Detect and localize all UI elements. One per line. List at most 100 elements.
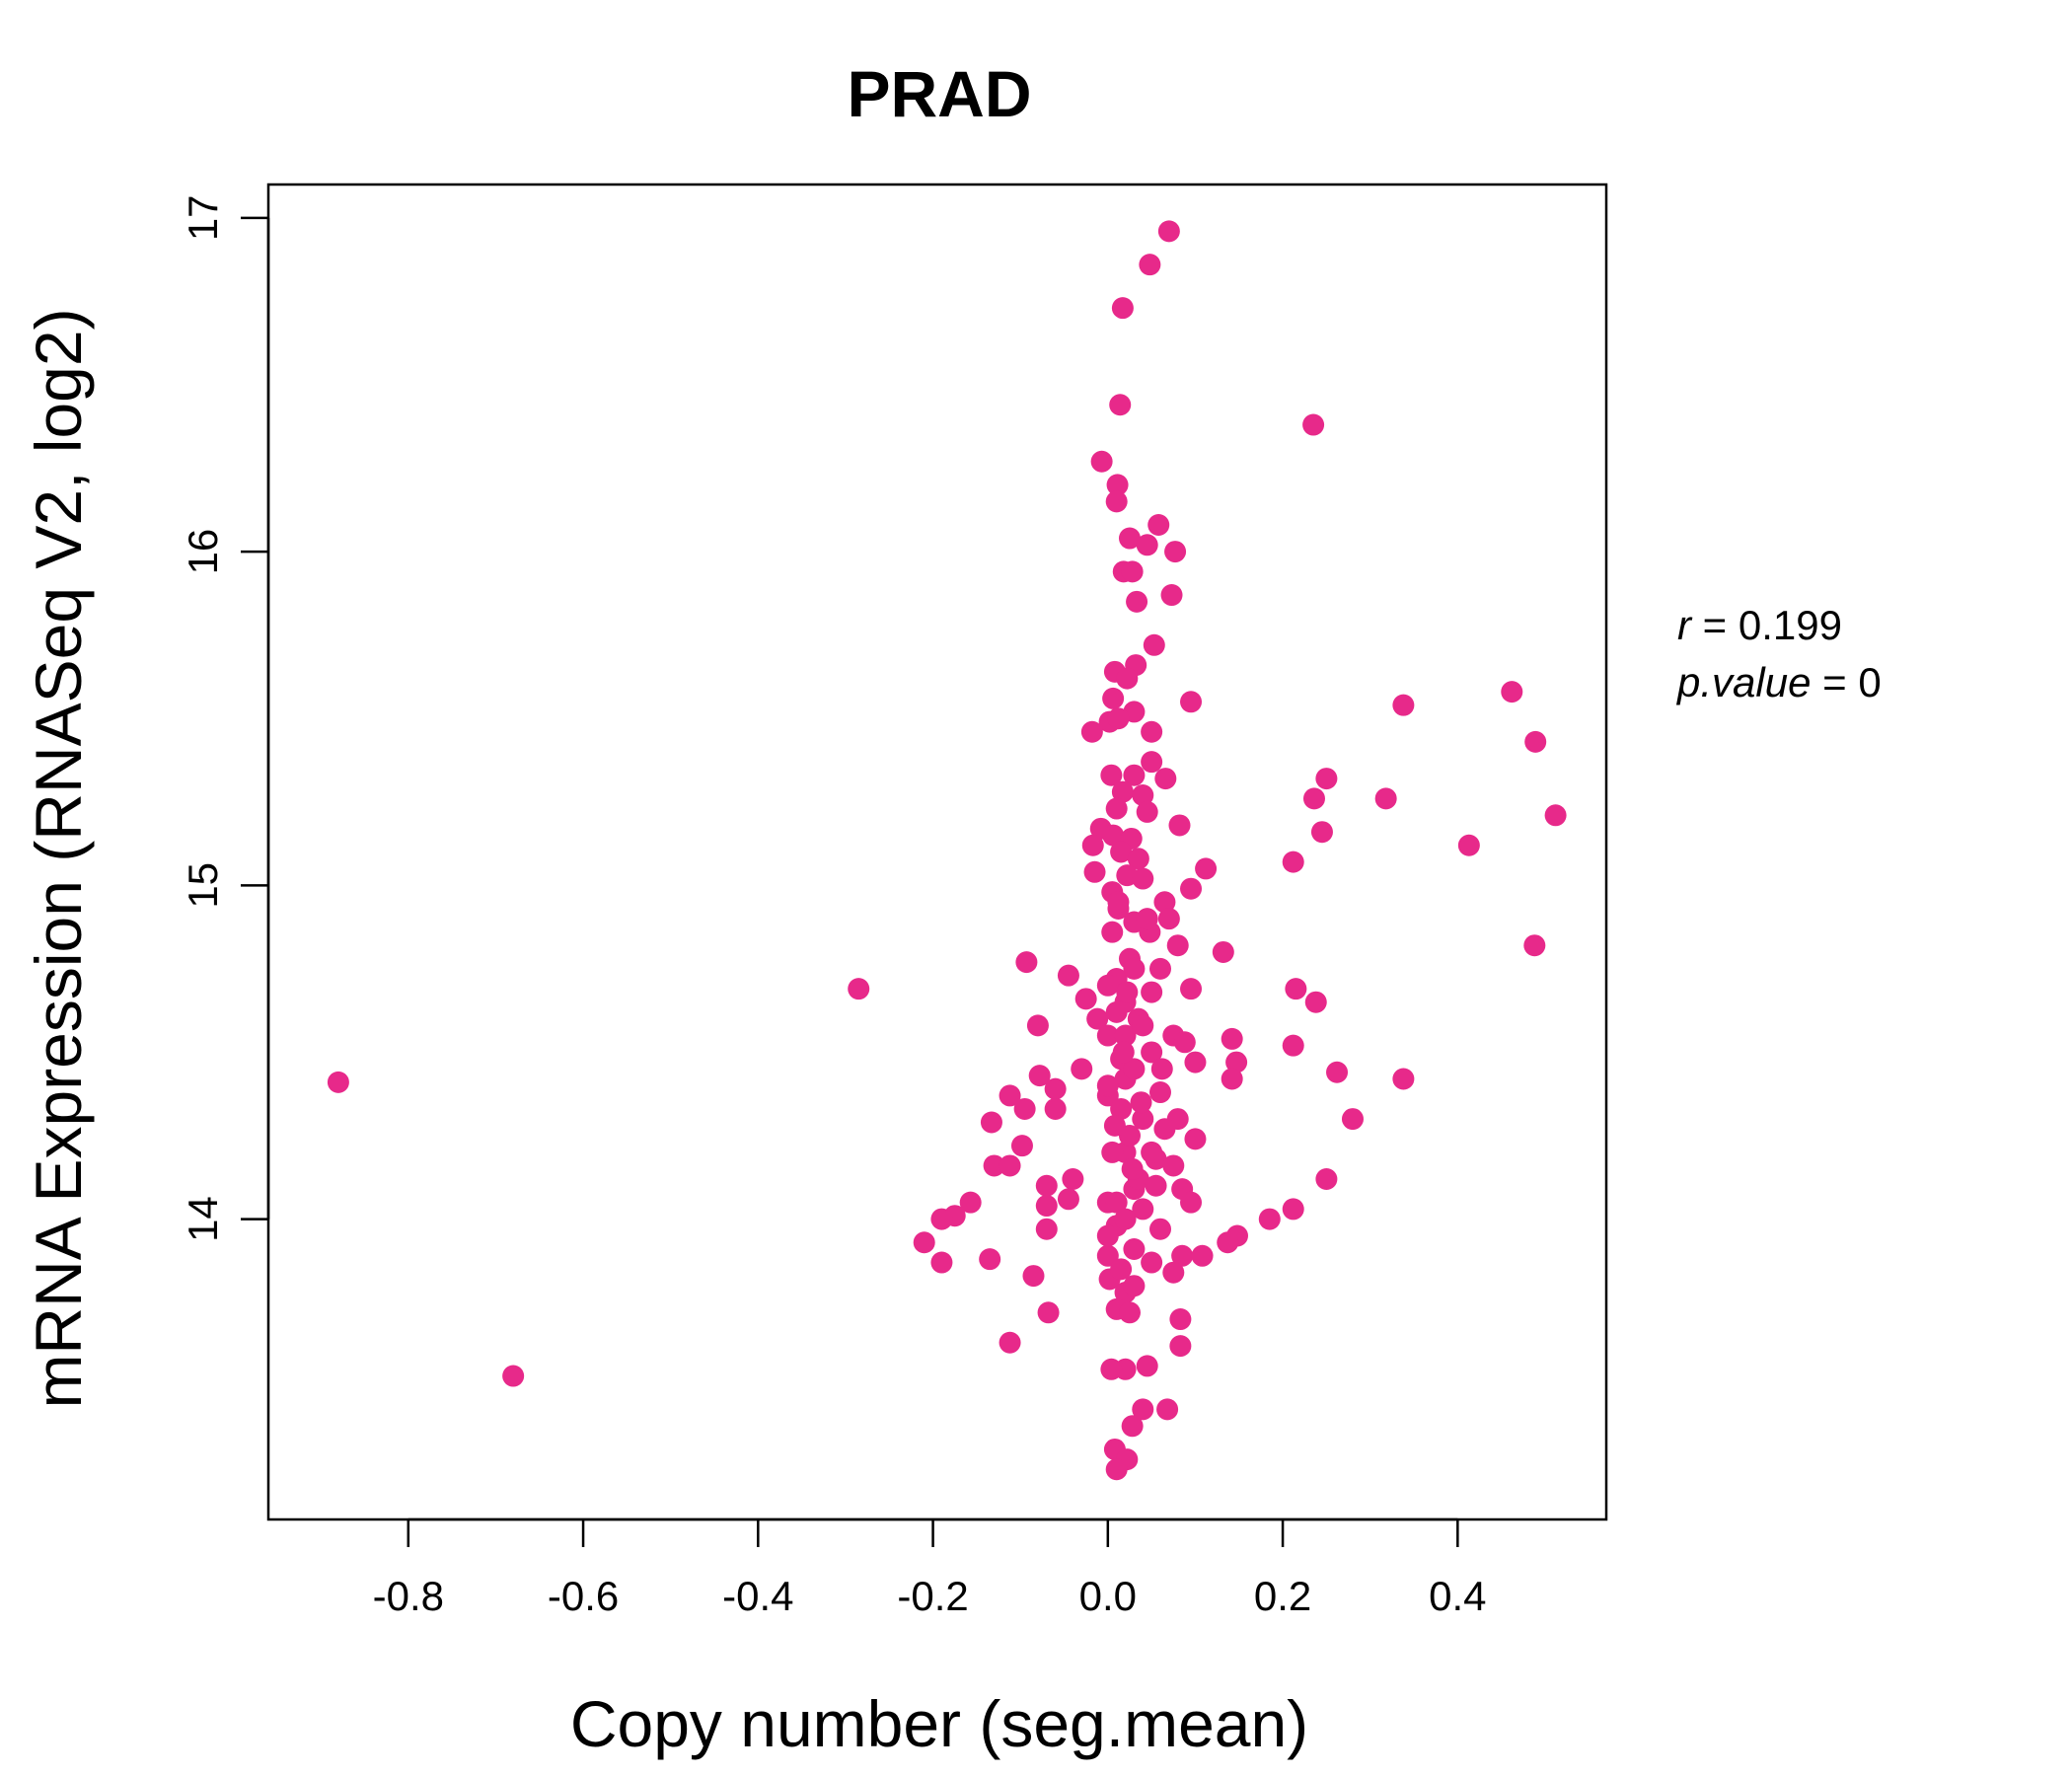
data-point (1071, 1058, 1093, 1080)
data-point (1180, 978, 1203, 1000)
data-point (1096, 1024, 1119, 1047)
data-point (1090, 450, 1113, 473)
data-point (1149, 957, 1171, 980)
x-tick-label: -0.2 (897, 1573, 968, 1619)
x-tick-label: 0.0 (1079, 1573, 1137, 1619)
data-point (1302, 413, 1325, 436)
data-point (1057, 1188, 1079, 1211)
data-point (1136, 534, 1158, 556)
data-point (1105, 490, 1128, 513)
data-point (1106, 474, 1129, 496)
data-point (1282, 851, 1304, 873)
data-point (1102, 824, 1125, 847)
data-point (983, 1154, 1005, 1177)
data-point (327, 1071, 349, 1093)
data-point (1026, 1014, 1049, 1037)
data-point (980, 1111, 1002, 1134)
data-point (979, 1248, 1001, 1271)
data-point (1100, 764, 1123, 786)
data-point (1132, 1198, 1154, 1221)
data-point (1111, 297, 1134, 320)
p-statistic: p.value = 0 (1675, 659, 1882, 705)
data-point (1523, 934, 1546, 957)
data-point (1392, 694, 1415, 716)
data-point (1156, 1398, 1179, 1421)
data-point (1105, 1458, 1128, 1481)
data-point (1304, 991, 1327, 1013)
data-point (1112, 1041, 1135, 1064)
data-point (1101, 921, 1124, 943)
data-point (1105, 1191, 1128, 1214)
data-point (1123, 1275, 1146, 1297)
data-point (1153, 891, 1176, 914)
data-point (1100, 1358, 1123, 1380)
data-point (1132, 1014, 1154, 1037)
data-point (999, 1154, 1021, 1177)
data-point (1105, 1000, 1128, 1023)
x-axis-title: Copy number (seg.mean) (570, 1687, 1308, 1760)
data-point (1136, 800, 1158, 823)
data-point (1501, 681, 1523, 703)
x-tick-label: -0.6 (548, 1573, 619, 1619)
data-point (1221, 1068, 1243, 1090)
p-value: 0 (1858, 659, 1881, 705)
data-point (1028, 1065, 1051, 1087)
data-point (1149, 1081, 1171, 1104)
data-point (1103, 1114, 1126, 1137)
correlation-annotation: r = 0.199 p.value = 0 (1675, 602, 1882, 705)
r-value: 0.199 (1739, 602, 1842, 648)
data-point (1132, 1398, 1154, 1421)
data-point (1116, 667, 1139, 690)
data-point (1143, 633, 1165, 656)
data-point (1147, 514, 1170, 537)
data-point (1141, 720, 1163, 743)
data-point (1153, 1118, 1176, 1141)
data-point (1096, 1244, 1119, 1267)
data-point (1074, 988, 1097, 1010)
data-point (1326, 1061, 1349, 1083)
y-axis: 14 15 16 17 (180, 194, 270, 1242)
data-point (1083, 860, 1106, 883)
x-tick-label: -0.8 (373, 1573, 444, 1619)
data-point (1157, 908, 1180, 930)
data-point (1141, 1141, 1163, 1163)
data-point (1132, 783, 1154, 806)
data-point (1157, 220, 1180, 243)
data-point (930, 1251, 953, 1274)
data-point (1457, 834, 1480, 856)
data-point (1096, 1074, 1119, 1097)
data-point (1149, 1218, 1171, 1240)
data-point (1285, 978, 1307, 1000)
data-point (913, 1231, 935, 1254)
data-point (502, 1365, 525, 1387)
data-point (1136, 1355, 1158, 1377)
y-tick-label: 17 (180, 194, 226, 241)
data-point (1150, 1058, 1173, 1080)
data-point (1062, 1167, 1084, 1190)
data-point (1118, 1301, 1141, 1324)
r-statistic: r = 0.199 (1677, 602, 1842, 648)
data-point (1315, 1167, 1338, 1190)
data-point (1022, 1265, 1045, 1288)
data-point (1126, 590, 1148, 613)
data-point (1114, 1208, 1137, 1230)
data-point (930, 1208, 953, 1230)
y-tick-label: 16 (180, 529, 226, 575)
data-point (1101, 1141, 1124, 1163)
data-point (1160, 584, 1183, 607)
data-point (1282, 1198, 1304, 1221)
data-point (1302, 787, 1325, 810)
data-point (1107, 707, 1130, 730)
data-point (1164, 541, 1187, 563)
data-point (1081, 834, 1104, 856)
data-point (1162, 1261, 1185, 1284)
data-point (959, 1191, 982, 1214)
data-point (1123, 1058, 1146, 1080)
data-point (1191, 1244, 1214, 1267)
data-point (999, 1331, 1021, 1354)
r-equals: = (1703, 602, 1739, 648)
data-point (1141, 1251, 1163, 1274)
y-tick-label: 14 (180, 1196, 226, 1242)
data-point (1184, 1051, 1207, 1073)
data-point (1121, 560, 1144, 583)
